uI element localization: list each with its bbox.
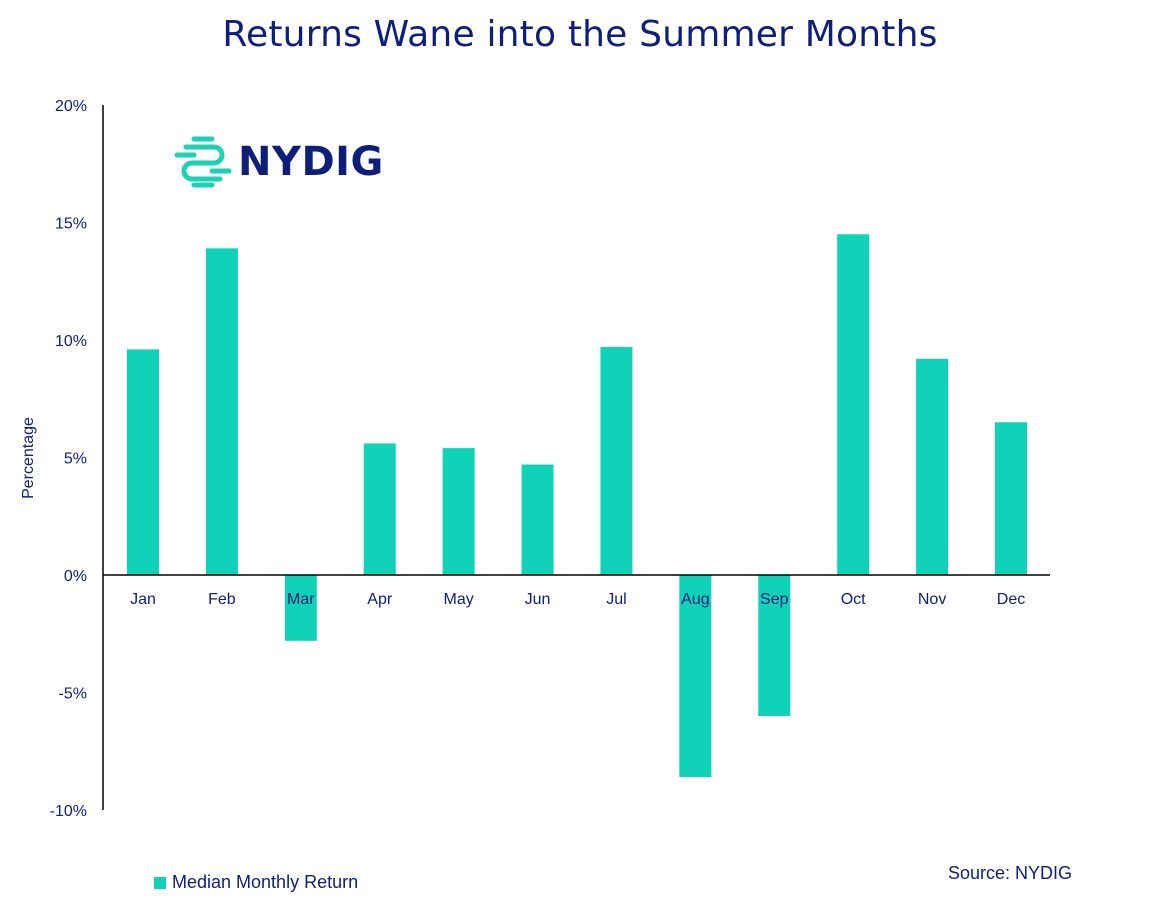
bar-feb: [205, 248, 238, 575]
bar-oct: [837, 234, 870, 575]
bar-apr: [363, 443, 396, 575]
x-tick-label: Jul: [606, 591, 626, 608]
bar-may: [442, 448, 475, 575]
chart-title: Returns Wane into the Summer Months: [222, 14, 938, 55]
x-tick-label: Jan: [130, 591, 156, 608]
y-tick-label: 10%: [55, 333, 87, 350]
y-tick-label: -5%: [59, 686, 87, 703]
y-axis: 20% 15% 10% 5% 0% -5% -10%: [50, 98, 104, 820]
x-tick-label: May: [444, 591, 474, 608]
x-tick-label: Nov: [918, 591, 946, 608]
x-tick-label: Oct: [841, 591, 866, 608]
y-axis-label: Percentage: [20, 417, 37, 499]
x-tick-label: Sep: [760, 591, 789, 608]
logo: NYDIG: [174, 136, 384, 188]
x-tick-label: Apr: [367, 591, 393, 608]
legend-swatch: [154, 876, 166, 889]
x-tick-label: Aug: [681, 591, 709, 608]
bar-nov: [916, 358, 949, 575]
bar-jan: [127, 349, 159, 575]
bars-group: [127, 234, 1027, 778]
x-tick-label: Mar: [287, 591, 315, 608]
bar-sep: [758, 575, 791, 716]
source-note: Source: NYDIG: [948, 863, 1073, 883]
x-tick-label: Feb: [208, 591, 236, 608]
bar-aug: [679, 575, 712, 778]
logo-text: NYDIG: [238, 139, 384, 185]
bar-jul: [600, 347, 633, 575]
y-tick-label: 5%: [64, 451, 87, 468]
legend-label: Median Monthly Return: [172, 872, 359, 892]
bar-dec: [995, 422, 1027, 575]
x-axis: Jan Feb Mar Apr May Jun Jul Aug Sep Oct Nov Dec: [103, 574, 1050, 608]
y-tick-label: 15%: [55, 216, 87, 233]
y-tick-label: 0%: [64, 568, 87, 585]
nydig-logo-icon: [174, 136, 232, 188]
y-tick-label: -10%: [50, 803, 87, 820]
x-tick-label: Dec: [997, 591, 1025, 608]
legend: Median Monthly Return: [154, 872, 358, 893]
bar-jun: [521, 464, 554, 575]
bar-mar: [284, 575, 317, 641]
y-tick-label: 20%: [55, 98, 87, 115]
x-tick-label: Jun: [525, 591, 551, 608]
